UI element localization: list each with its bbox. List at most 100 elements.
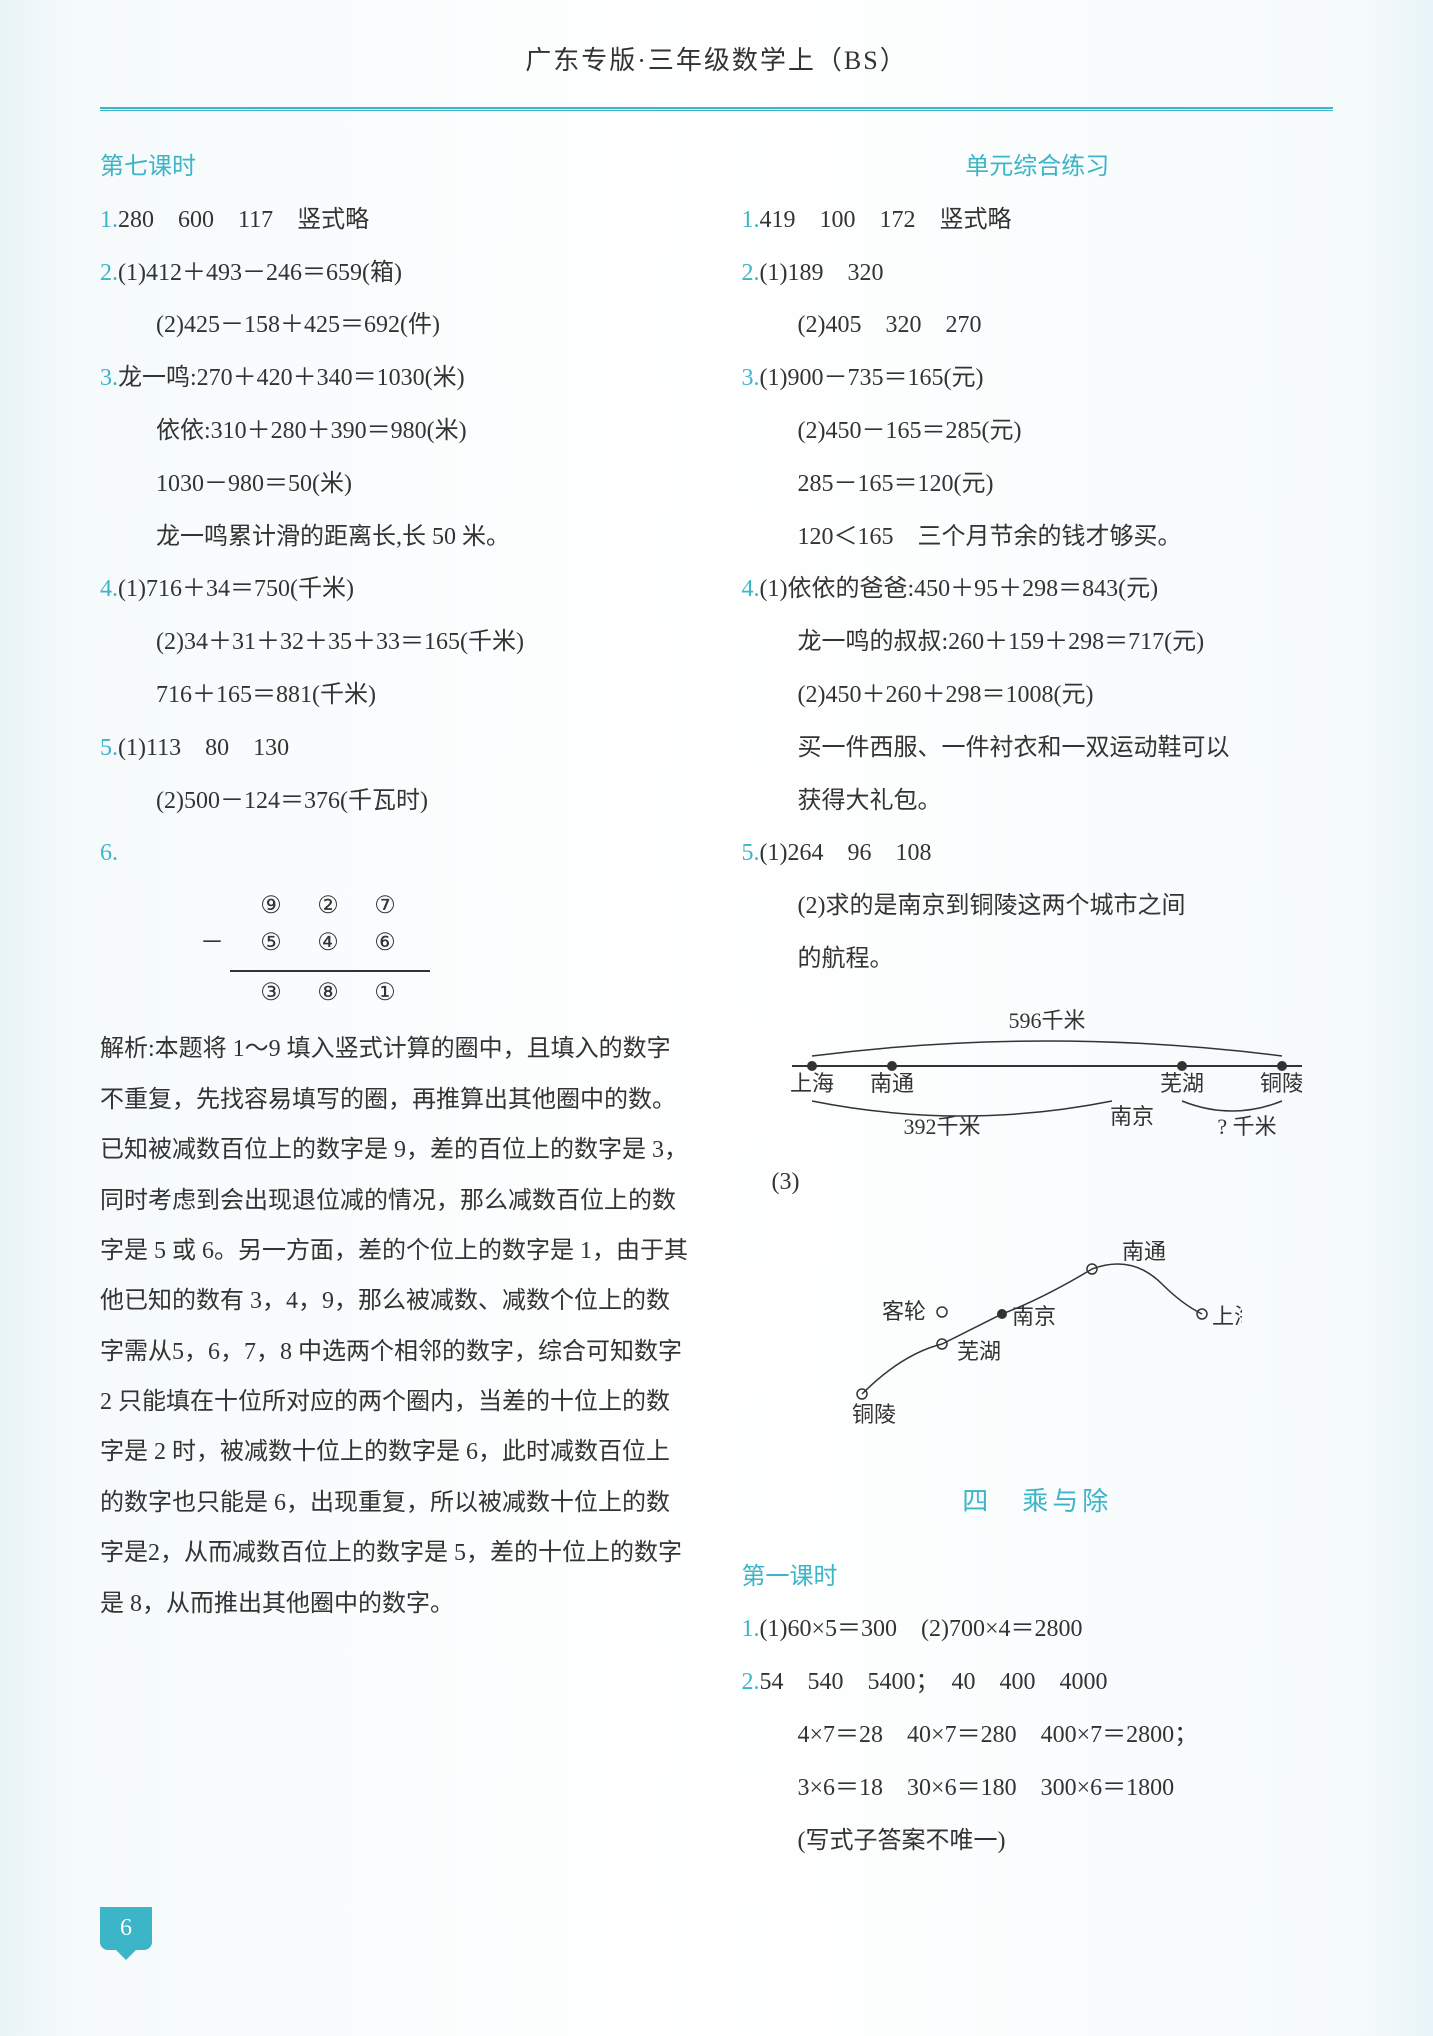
content-columns: 第七课时 1.280 600 117 竖式略 2.(1)412＋493－246＝…: [100, 141, 1333, 1867]
item-text: (1)189 320: [760, 260, 884, 286]
answer-line: 1.280 600 117 竖式略: [100, 194, 692, 247]
answer-line: 2.(1)412＋493－246＝659(箱): [100, 247, 692, 300]
right-column: 单元综合练习 1.419 100 172 竖式略 2.(1)189 320 (2…: [742, 141, 1334, 1867]
answer-line: 1.(1)60×5＝300 (2)700×4＝2800: [742, 1603, 1334, 1656]
route-map-svg: 南通 上海 客轮 南京 芜湖 铜陵: [782, 1224, 1242, 1424]
item-text: 龙一鸣:270＋420＋340＝1030(米): [118, 365, 465, 391]
answer-line: 3.(1)900－735＝165(元): [742, 352, 1334, 405]
item-text: (3): [772, 1169, 800, 1195]
item-number: 1.: [742, 207, 760, 233]
item-text: 1030－980＝50(米): [156, 471, 352, 497]
item-text: 280 600 117 竖式略: [118, 207, 369, 233]
calc-row-3: ③ ⑧ ①: [200, 977, 692, 1009]
answer-line: (3): [742, 1156, 1334, 1209]
answer-line: 285－165＝120(元): [742, 458, 1334, 511]
circled-digit: ②: [312, 890, 344, 922]
answer-line: 2.(1)189 320: [742, 247, 1334, 300]
svg-text:南通: 南通: [869, 1071, 913, 1096]
svg-text:南京: 南京: [1109, 1104, 1153, 1129]
item-text: 龙一鸣累计滑的距离长,长 50 米。: [156, 524, 510, 550]
item-number: 4.: [742, 576, 760, 602]
answer-line: (2)450－165＝285(元): [742, 405, 1334, 458]
answer-line: (写式子答案不唯一): [742, 1815, 1334, 1868]
svg-text:392千米: 392千米: [903, 1114, 980, 1136]
answer-line: 龙一鸣的叔叔:260＋159＋298＝717(元): [742, 616, 1334, 669]
item-text: (1)900－735＝165(元): [760, 365, 984, 391]
answer-line: 4.(1)依依的爸爸:450＋95＋298＝843(元): [742, 563, 1334, 616]
svg-text:? 千米: ? 千米: [1217, 1114, 1276, 1136]
section-title-lesson1: 第一课时: [742, 1551, 1334, 1604]
circled-digit: ⑥: [369, 928, 401, 960]
circled-digit: ⑨: [255, 890, 287, 922]
answer-line: (2)34＋31＋32＋35＋33＝165(千米): [100, 616, 692, 669]
chapter-title: 四 乘与除: [742, 1473, 1334, 1530]
item-text: (2)求的是南京到铜陵这两个城市之间: [798, 893, 1186, 919]
item-number: 3.: [100, 365, 118, 391]
answer-line: 4.(1)716＋34＝750(千米): [100, 563, 692, 616]
route-map-diagram: 南通 上海 客轮 南京 芜湖 铜陵: [782, 1224, 1334, 1444]
svg-text:芜湖: 芜湖: [1159, 1071, 1203, 1096]
left-column: 第七课时 1.280 600 117 竖式略 2.(1)412＋493－246＝…: [100, 141, 692, 1867]
answer-line: 依依:310＋280＋390＝980(米): [100, 405, 692, 458]
item-text: 获得大礼包。: [798, 788, 942, 814]
item-text: (2)450＋260＋298＝1008(元): [798, 682, 1094, 708]
svg-text:铜陵: 铜陵: [852, 1402, 896, 1424]
item-text: 的航程。: [798, 946, 894, 972]
item-text: 依依:310＋280＋390＝980(米): [156, 418, 467, 444]
analysis-label: 解析:: [100, 1036, 155, 1062]
section-title-unit-review: 单元综合练习: [742, 141, 1334, 194]
answer-line: 4×7＝28 40×7＝280 400×7＝2800；: [742, 1709, 1334, 1762]
answer-line: 3.龙一鸣:270＋420＋340＝1030(米): [100, 352, 692, 405]
number-line-svg: 596千米 上海 南通 芜湖 铜陵 392千米 南京 ? 千米: [782, 1006, 1302, 1136]
item-number: 5.: [742, 840, 760, 866]
analysis-text: 本题将 1～9 填入竖式计算的圈中，且填入的数字不重复，先找容易填写的圈，再推算…: [100, 1036, 688, 1616]
svg-text:芜湖: 芜湖: [957, 1339, 1001, 1364]
answer-line: 获得大礼包。: [742, 775, 1334, 828]
answer-line: 6.: [100, 827, 692, 880]
answer-line: (2)425－158＋425＝692(件): [100, 299, 692, 352]
answer-line: 3×6＝18 30×6＝180 300×6＝1800: [742, 1762, 1334, 1815]
item-text: (1)113 80 130: [118, 735, 289, 761]
answer-line: (2)405 320 270: [742, 299, 1334, 352]
item-text: (2)450－165＝285(元): [798, 418, 1022, 444]
page-header: 广东专版·三年级数学上（BS）: [100, 40, 1333, 77]
item-text: 716＋165＝881(千米): [156, 682, 376, 708]
item-number: 4.: [100, 576, 118, 602]
answer-line: 龙一鸣累计滑的距离长,长 50 米。: [100, 511, 692, 564]
circled-digit: ③: [255, 977, 287, 1009]
svg-text:客轮: 客轮: [882, 1299, 926, 1324]
circled-digit: ⑧: [312, 977, 344, 1009]
item-text: (1)依依的爸爸:450＋95＋298＝843(元): [760, 576, 1159, 602]
page-container: 广东专版·三年级数学上（BS） 第七课时 1.280 600 117 竖式略 2…: [0, 40, 1433, 1867]
item-number: 3.: [742, 365, 760, 391]
vertical-subtraction: ⑨ ② ⑦ － ⑤ ④ ⑥ ③ ⑧ ①: [200, 890, 692, 1009]
svg-text:南京: 南京: [1012, 1304, 1056, 1329]
item-text: (2)34＋31＋32＋35＋33＝165(千米): [156, 629, 524, 655]
answer-line: (2)450＋260＋298＝1008(元): [742, 669, 1334, 722]
item-text: 龙一鸣的叔叔:260＋159＋298＝717(元): [798, 629, 1205, 655]
answer-line: (2)求的是南京到铜陵这两个城市之间: [742, 880, 1334, 933]
circled-digit: ⑦: [369, 890, 401, 922]
svg-text:596千米: 596千米: [1008, 1008, 1085, 1033]
svg-text:上海: 上海: [789, 1071, 833, 1096]
item-text: 54 540 5400； 40 400 4000: [760, 1669, 1108, 1695]
item-text: (2)405 320 270: [798, 312, 982, 338]
item-text: 419 100 172 竖式略: [760, 207, 1012, 233]
answer-line: 5.(1)264 96 108: [742, 827, 1334, 880]
answer-line: 2.54 540 5400； 40 400 4000: [742, 1656, 1334, 1709]
item-text: (1)716＋34＝750(千米): [118, 576, 354, 602]
answer-line: 1.419 100 172 竖式略: [742, 194, 1334, 247]
page-footer: 6: [0, 1907, 1433, 1950]
item-number: 6.: [100, 840, 118, 866]
item-text: (写式子答案不唯一): [798, 1828, 1006, 1854]
minus-sign: －: [200, 922, 230, 965]
circled-digit: ⑤: [255, 928, 287, 960]
item-text: 120＜165 三个月节余的钱才够买。: [798, 524, 1182, 550]
item-text: (1)264 96 108: [760, 840, 932, 866]
svg-text:上海: 上海: [1212, 1304, 1242, 1329]
answer-line: 5.(1)113 80 130: [100, 722, 692, 775]
item-text: (2)500－124＝376(千瓦时): [156, 788, 428, 814]
calc-row-1: ⑨ ② ⑦: [200, 890, 692, 922]
item-text: 285－165＝120(元): [798, 471, 994, 497]
circled-digit: ④: [312, 928, 344, 960]
